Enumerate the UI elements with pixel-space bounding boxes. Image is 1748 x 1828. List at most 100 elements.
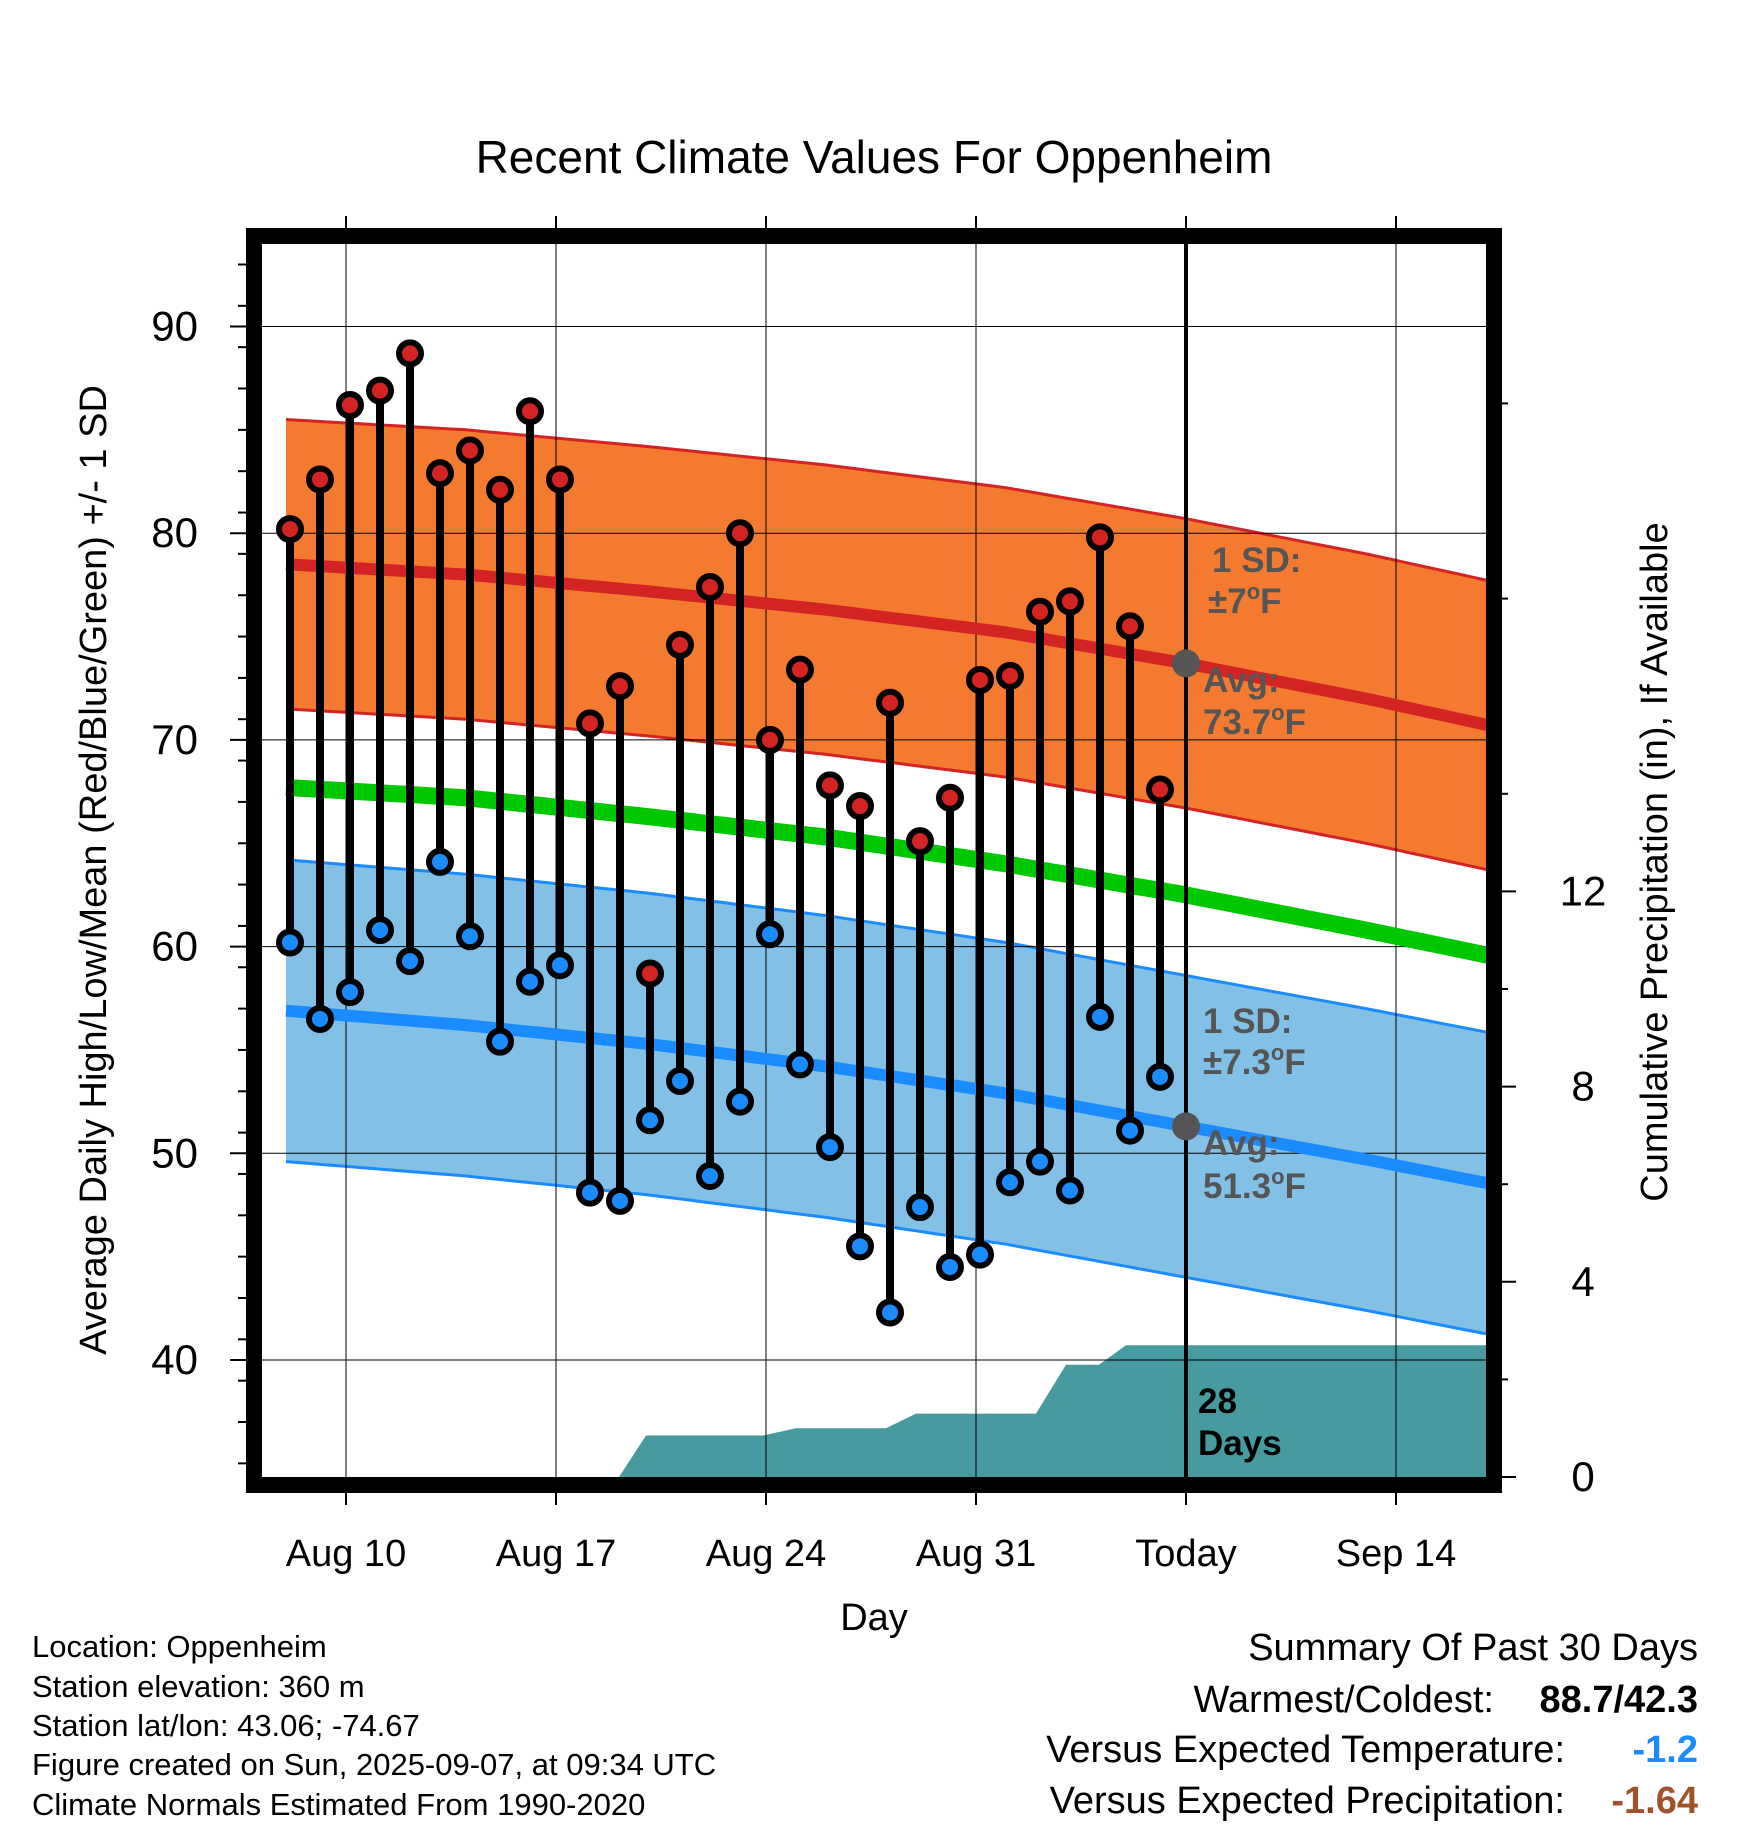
low-sd-value: ±7.3oF [1203, 1040, 1306, 1082]
summary-precip-value: -1.64 [1611, 1780, 1698, 1822]
daily-high-point [1086, 523, 1114, 552]
daily-high-point [906, 827, 934, 856]
summary-title: Summary Of Past 30 Days [1248, 1627, 1698, 1669]
summary-temp-label: Versus Expected Temperature: [1046, 1729, 1565, 1771]
y2-tick-label: 0 [1571, 1453, 1594, 1500]
summary-temp-value: -1.2 [1633, 1729, 1698, 1771]
precip-days-number: 28 [1198, 1382, 1237, 1421]
summary-panel: Summary Of Past 30 Days Warmest/Coldest:… [1046, 1627, 1698, 1822]
daily-low-point [1146, 1062, 1174, 1091]
y-axis-label: Average Daily High/Low/Mean (Red/Blue/Gr… [73, 385, 115, 1355]
daily-low-point [366, 916, 394, 945]
high-sd-upper-edge [285, 418, 1486, 582]
y-tick-label: 90 [151, 303, 198, 350]
footer-normals: Climate Normals Estimated From 1990-2020 [32, 1787, 645, 1822]
precip-days-word: Days [1198, 1424, 1282, 1463]
x-tick-label: Aug 10 [286, 1533, 406, 1575]
footer-location: Location: Oppenheim [32, 1629, 327, 1664]
y-tick-label: 50 [151, 1129, 198, 1176]
x-tick-label: Sep 14 [1336, 1533, 1456, 1575]
daily-low-point [696, 1162, 724, 1191]
daily-low-point [606, 1186, 634, 1215]
daily-high-point [426, 459, 454, 488]
low-avg-label: Avg: [1203, 1124, 1279, 1163]
daily-low-point [456, 922, 484, 951]
daily-high-point [936, 783, 964, 812]
high-sd-label: 1 SD: [1212, 541, 1301, 580]
today-low-avg-marker [1172, 1112, 1200, 1141]
high-sd-band [286, 419, 1486, 870]
summary-warm-label: Warmest/Coldest: [1193, 1679, 1494, 1721]
daily-high-point [396, 339, 424, 368]
daily-high-point [606, 672, 634, 701]
daily-low-point [786, 1050, 814, 1079]
daily-low-point [1056, 1176, 1084, 1205]
daily-high-point [846, 792, 874, 821]
y2-tick-label: 4 [1571, 1258, 1594, 1305]
daily-low-point [666, 1066, 694, 1095]
daily-low-point [396, 947, 424, 976]
footer-elevation: Station elevation: 360 m [32, 1669, 365, 1704]
daily-high-point [366, 376, 394, 405]
daily-high-point [576, 709, 604, 738]
daily-high-point [636, 959, 664, 988]
x-tick-label: Aug 31 [916, 1533, 1036, 1575]
daily-high-point [666, 630, 694, 659]
today-high-avg-marker [1172, 649, 1200, 678]
daily-low-point [1086, 1002, 1114, 1031]
low-sd-lower-edge [285, 1160, 1486, 1336]
daily-high-point [486, 475, 514, 504]
summary-warm-value: 88.7/42.3 [1540, 1679, 1698, 1721]
high-avg-value: 73.7oF [1203, 700, 1306, 742]
low-sd-label: 1 SD: [1203, 1002, 1292, 1041]
daily-high-point [996, 661, 1024, 690]
daily-high-point [966, 665, 994, 694]
high-sd-value: ±7oF [1208, 579, 1282, 621]
daily-low-point [906, 1193, 934, 1222]
daily-high-point [756, 725, 784, 754]
daily-low-point [996, 1168, 1024, 1197]
y-tick-label: 60 [151, 923, 198, 970]
daily-low-point [516, 967, 544, 996]
footer-latlon: Station lat/lon: 43.06; -74.67 [32, 1708, 420, 1743]
high-avg-label: Avg: [1203, 661, 1279, 700]
daily-high-point [336, 391, 364, 420]
daily-high-point [876, 688, 904, 717]
daily-high-point [546, 465, 574, 494]
daily-low-point [936, 1252, 964, 1281]
y-tick-label: 70 [151, 716, 198, 763]
daily-low-point [546, 951, 574, 980]
daily-low-point [846, 1232, 874, 1261]
y2-tick-label: 12 [1560, 867, 1607, 914]
daily-high-point [516, 397, 544, 426]
footer-info: Location: Oppenheim Station elevation: 3… [32, 1629, 716, 1822]
daily-low-point [636, 1106, 664, 1135]
daily-high-point [276, 515, 304, 544]
daily-low-point [816, 1133, 844, 1162]
daily-low-point [1116, 1116, 1144, 1145]
daily-low-point [726, 1087, 754, 1116]
daily-low-point [966, 1240, 994, 1269]
daily-high-point [1056, 587, 1084, 616]
y-tick-label: 80 [151, 509, 198, 556]
x-tick-label: Aug 17 [496, 1533, 616, 1575]
low-avg-value: 51.3oF [1203, 1164, 1306, 1206]
daily-high-point [1116, 612, 1144, 641]
chart-title: Recent Climate Values For Oppenheim [476, 131, 1273, 183]
daily-low-point [426, 847, 454, 876]
daily-low-point [876, 1298, 904, 1327]
daily-low-point [336, 978, 364, 1007]
y2-tick-label: 8 [1571, 1063, 1594, 1110]
daily-high-point [306, 465, 334, 494]
x-axis-label: Day [840, 1597, 908, 1639]
daily-low-point [276, 928, 304, 957]
precip-cumulative-area [619, 1345, 1486, 1477]
daily-high-point [726, 519, 754, 548]
daily-high-point [696, 572, 724, 601]
y2-axis-label: Cumulative Precipitation (in), If Availa… [1634, 522, 1676, 1201]
daily-high-point [456, 436, 484, 465]
daily-low-point [756, 920, 784, 949]
daily-low-point [486, 1027, 514, 1056]
y-tick-label: 40 [151, 1336, 198, 1383]
